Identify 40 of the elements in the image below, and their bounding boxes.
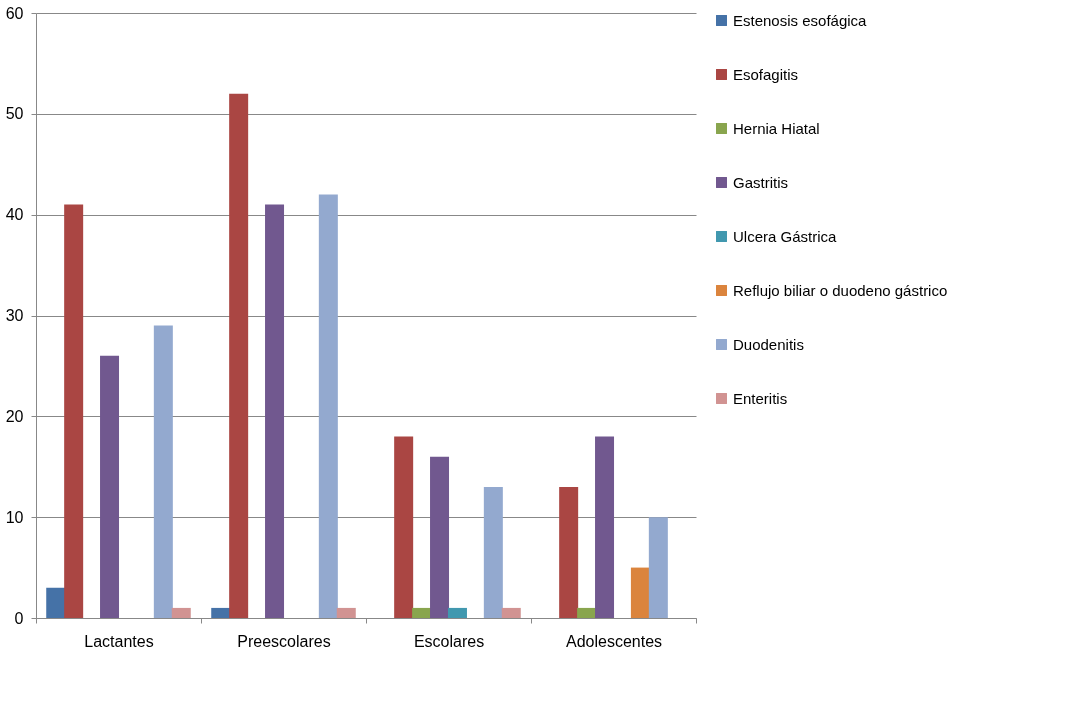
- legend-label: Ulcera Gástrica: [733, 227, 838, 245]
- x-tick-label: Adolescentes: [565, 632, 663, 650]
- bar: [559, 486, 579, 618]
- bar: [630, 567, 650, 618]
- legend-label: Esofagitis: [733, 65, 799, 83]
- y-tick-label: 30: [5, 307, 24, 324]
- y-tick-label: 50: [5, 105, 24, 123]
- bar: [394, 436, 414, 618]
- legend-label: Hernia Hiatal: [733, 119, 820, 137]
- bar: [153, 325, 173, 618]
- bar: [430, 456, 450, 618]
- legend-label: Estenosis esofágica: [733, 11, 868, 29]
- x-tick-label: Escolares: [413, 632, 485, 650]
- bar: [171, 607, 191, 618]
- bar: [100, 355, 120, 618]
- x-tick-label: Lactantes: [84, 632, 154, 650]
- bar: [648, 517, 668, 618]
- bar: [211, 607, 231, 618]
- bar: [229, 93, 249, 618]
- x-tick-label: Preescolares: [237, 632, 331, 650]
- bar: [336, 607, 356, 618]
- y-tick-label: 60: [5, 4, 24, 22]
- bar: [447, 607, 467, 618]
- bar: [64, 204, 84, 618]
- y-tick-label: 0: [14, 609, 24, 627]
- bar: [595, 436, 615, 618]
- bar: [318, 194, 338, 618]
- legend-label: Enteritis: [733, 389, 788, 407]
- legend-label: Gastritis: [733, 173, 789, 191]
- y-tick-label: 40: [5, 206, 24, 224]
- y-tick-label: 20: [5, 407, 24, 425]
- bar: [501, 607, 521, 618]
- bar: [483, 486, 503, 618]
- legend-label: Reflujo biliar o duodeno gástrico: [733, 281, 948, 299]
- y-tick-label: 10: [5, 508, 24, 526]
- legend-label: Duodenitis: [733, 335, 804, 353]
- bar: [577, 607, 597, 618]
- bar: [46, 587, 66, 618]
- bar: [412, 607, 432, 618]
- bar: [265, 204, 285, 618]
